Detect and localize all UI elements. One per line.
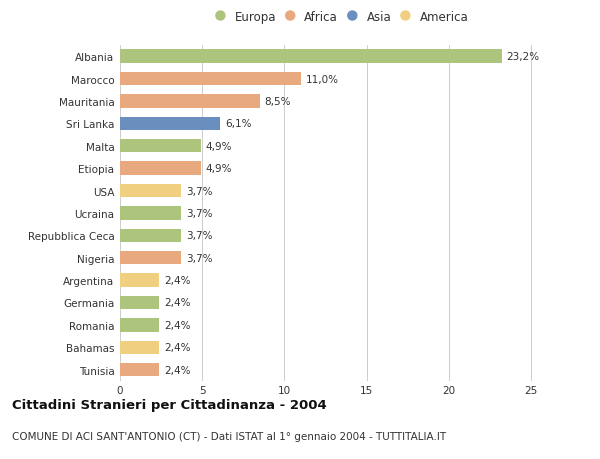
Bar [120,162,200,175]
Text: COMUNE DI ACI SANT'ANTONIO (CT) - Dati ISTAT al 1° gennaio 2004 - TUTTITALIA.IT: COMUNE DI ACI SANT'ANTONIO (CT) - Dati I… [12,431,446,441]
Text: 6,1%: 6,1% [225,119,252,129]
Bar [120,140,200,153]
Bar [120,73,301,86]
Text: Cittadini Stranieri per Cittadinanza - 2004: Cittadini Stranieri per Cittadinanza - 2… [12,398,327,411]
Text: 2,4%: 2,4% [164,365,191,375]
Bar [120,50,502,64]
Text: 23,2%: 23,2% [506,52,539,62]
Bar [120,207,181,220]
Bar [120,229,181,242]
Bar [120,252,181,265]
Text: 3,7%: 3,7% [186,231,212,241]
Text: 3,7%: 3,7% [186,208,212,218]
Legend: Europa, Africa, Asia, America: Europa, Africa, Asia, America [214,8,470,26]
Text: 2,4%: 2,4% [164,320,191,330]
Text: 4,9%: 4,9% [206,164,232,174]
Bar [120,319,160,332]
Bar [120,296,160,309]
Text: 2,4%: 2,4% [164,342,191,353]
Text: 2,4%: 2,4% [164,275,191,285]
Text: 8,5%: 8,5% [265,97,291,107]
Text: 11,0%: 11,0% [306,74,339,84]
Text: 3,7%: 3,7% [186,253,212,263]
Bar [120,341,160,354]
Bar [120,274,160,287]
Bar [120,363,160,376]
Bar [120,118,220,131]
Bar [120,95,260,108]
Text: 4,9%: 4,9% [206,141,232,151]
Text: 3,7%: 3,7% [186,186,212,196]
Text: 2,4%: 2,4% [164,298,191,308]
Bar [120,185,181,198]
